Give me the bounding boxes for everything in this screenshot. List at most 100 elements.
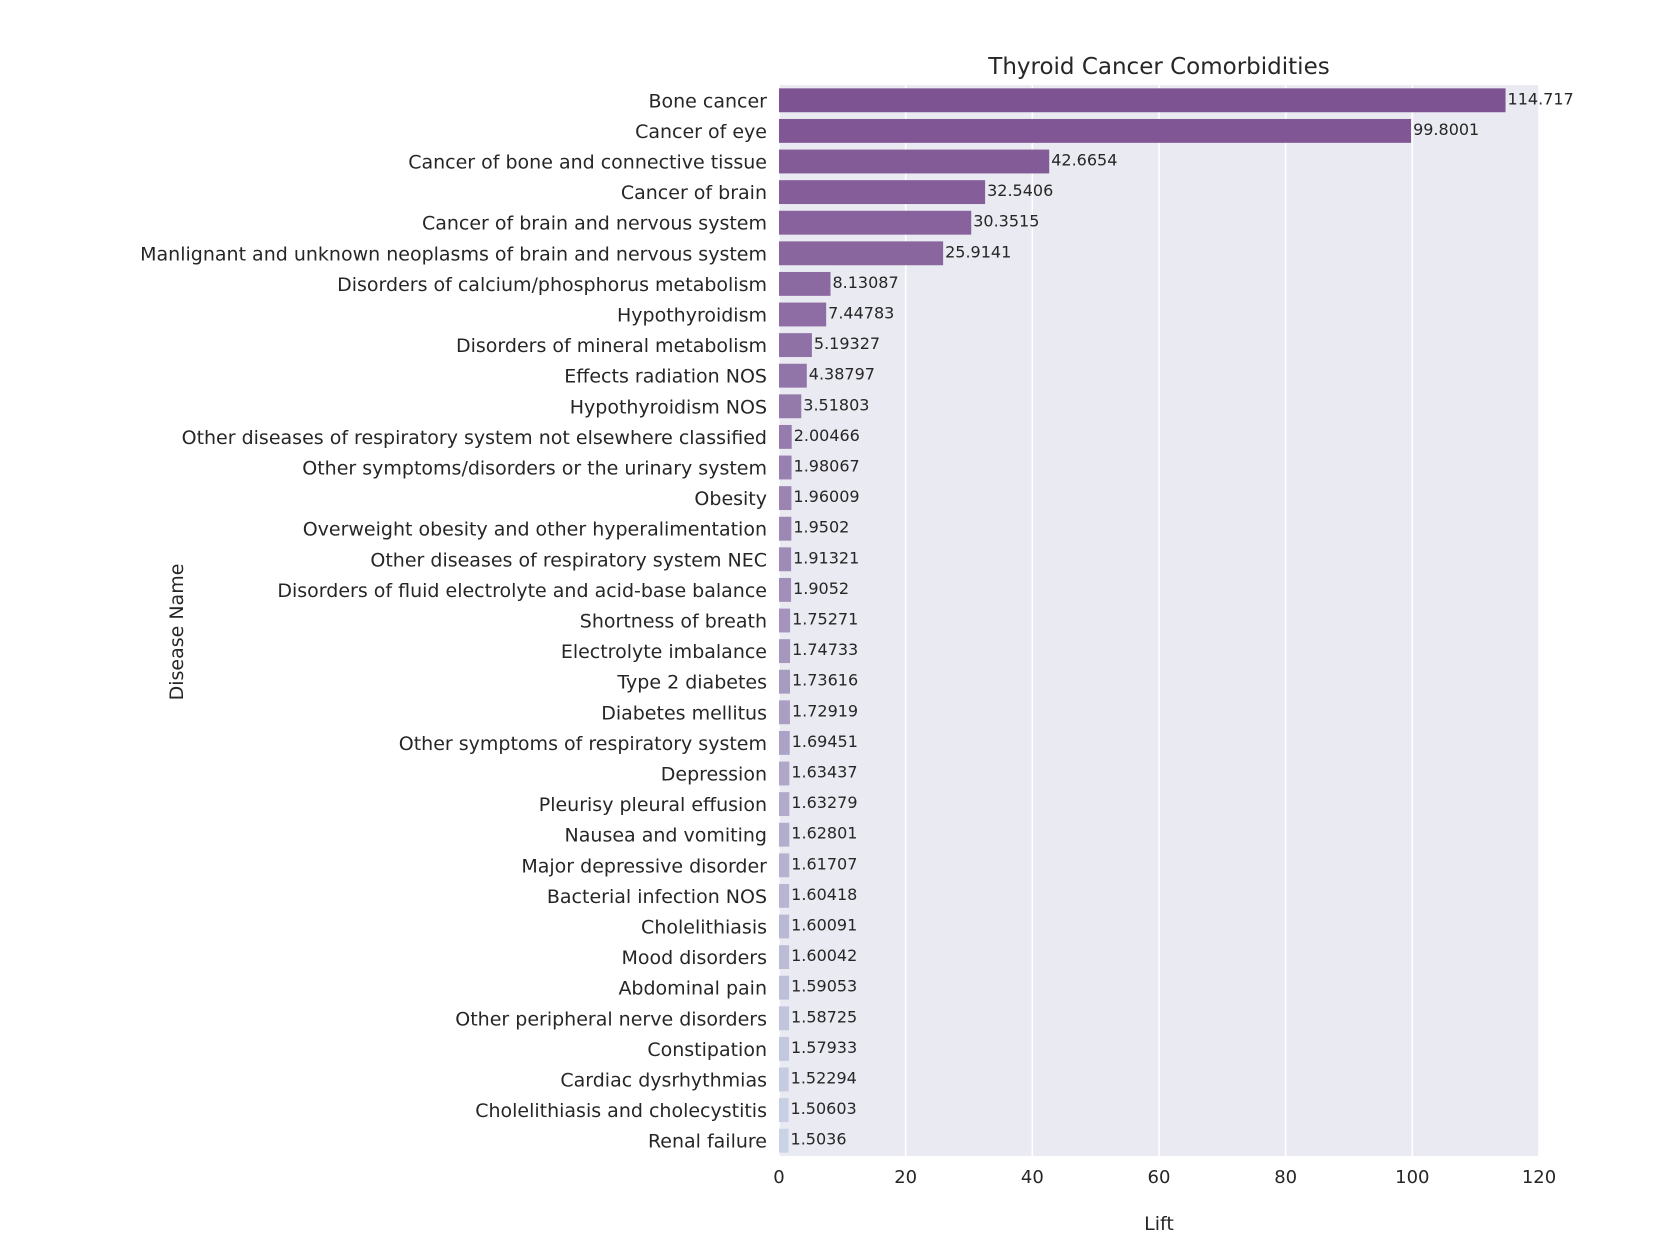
x-tick-label: 60 xyxy=(1148,1167,1171,1188)
category-label: Shortness of breath xyxy=(580,611,767,633)
category-label: Other diseases of respiratory system NEC xyxy=(370,549,767,571)
y-axis-title: Disease Name xyxy=(166,564,188,701)
bar xyxy=(779,577,792,602)
value-label: 1.62801 xyxy=(791,824,857,843)
bar xyxy=(779,271,831,296)
category-label: Effects radiation NOS xyxy=(564,366,767,388)
category-label: Mood disorders xyxy=(621,947,767,969)
value-label: 25.9141 xyxy=(945,242,1011,261)
value-label: 99.8001 xyxy=(1413,120,1479,139)
category-label: Abdominal pain xyxy=(618,978,767,1000)
bar xyxy=(779,516,792,541)
bar xyxy=(779,118,1412,143)
bars xyxy=(779,88,1506,1153)
category-label: Depression xyxy=(661,764,767,786)
chart-title: Thyroid Cancer Comorbidities xyxy=(987,54,1329,80)
value-label: 1.75271 xyxy=(792,610,858,629)
category-label: Disorders of fluid electrolyte and acid-… xyxy=(277,580,767,602)
category-label: Hypothyroidism xyxy=(617,305,767,327)
value-label: 1.60418 xyxy=(791,885,857,904)
bar xyxy=(779,180,986,205)
bar xyxy=(779,241,944,266)
bar xyxy=(779,210,972,235)
category-label: Hypothyroidism NOS xyxy=(570,396,767,418)
bar xyxy=(779,1128,789,1153)
x-tick-label: 0 xyxy=(773,1167,784,1188)
value-label: 1.50603 xyxy=(791,1099,857,1118)
bar xyxy=(779,853,790,878)
category-label: Obesity xyxy=(694,488,767,510)
bar xyxy=(779,363,807,388)
bar xyxy=(779,333,812,358)
value-label: 4.38797 xyxy=(809,365,875,384)
category-label: Diabetes mellitus xyxy=(601,702,767,724)
category-label: Cancer of eye xyxy=(635,121,767,143)
value-label: 1.57933 xyxy=(791,1038,857,1057)
x-tick-label: 100 xyxy=(1395,1167,1429,1188)
value-label: 1.60042 xyxy=(791,946,857,965)
bar xyxy=(779,975,790,1000)
bar xyxy=(779,486,792,511)
value-label: 1.58725 xyxy=(791,1007,857,1026)
value-label: 8.13087 xyxy=(832,273,898,292)
value-label: 1.91321 xyxy=(793,548,859,567)
value-label: 1.69451 xyxy=(792,732,858,751)
category-labels: Bone cancer Cancer of eye Cancer of bone a… xyxy=(140,90,767,1152)
value-label: 1.59053 xyxy=(791,977,857,996)
bar xyxy=(779,883,790,908)
category-label: Other symptoms/disorders or the urinary … xyxy=(302,458,767,480)
bar xyxy=(779,149,1050,174)
value-label: 1.63437 xyxy=(791,763,857,782)
value-label: 1.9052 xyxy=(793,579,849,598)
category-label: Bone cancer xyxy=(648,90,767,112)
value-label: 1.74733 xyxy=(792,640,858,659)
value-label: 7.44783 xyxy=(828,304,894,323)
bar xyxy=(779,700,790,725)
value-label: 1.60091 xyxy=(791,916,857,935)
bar xyxy=(779,302,827,327)
value-label: 1.9502 xyxy=(793,518,849,537)
category-label: Constipation xyxy=(647,1039,767,1061)
category-label: Overweight obesity and other hyperalimen… xyxy=(303,519,767,541)
value-label: 1.96009 xyxy=(793,487,859,506)
value-label: 1.52294 xyxy=(791,1069,857,1088)
category-label: Other diseases of respiratory system not… xyxy=(182,427,767,449)
value-label: 1.63279 xyxy=(791,793,857,812)
bar xyxy=(779,639,791,664)
bar xyxy=(779,669,790,694)
value-label: 1.73616 xyxy=(792,671,858,690)
category-label: Cholelithiasis xyxy=(641,917,767,939)
x-tick-label: 20 xyxy=(894,1167,917,1188)
bar xyxy=(779,761,790,786)
x-tick-label: 80 xyxy=(1274,1167,1297,1188)
category-label: Cholelithiasis and cholecystitis xyxy=(475,1100,767,1122)
bar xyxy=(779,608,791,633)
value-label: 32.5406 xyxy=(987,181,1053,200)
bar xyxy=(779,1036,790,1061)
category-label: Nausea and vomiting xyxy=(565,825,767,847)
category-label: Pleurisy pleural effusion xyxy=(539,794,767,816)
bar xyxy=(779,394,802,419)
x-axis-title: Lift xyxy=(1144,1213,1174,1235)
value-label: 3.51803 xyxy=(803,395,869,414)
value-label: 5.19327 xyxy=(814,334,880,353)
category-label: Manlignant and unknown neoplasms of brai… xyxy=(140,243,767,265)
bar xyxy=(779,1067,789,1092)
bar xyxy=(779,914,790,939)
category-label: Cancer of brain and nervous system xyxy=(422,213,767,235)
bar xyxy=(779,88,1506,113)
bar xyxy=(779,945,790,970)
category-label: Cancer of brain xyxy=(621,182,767,204)
category-label: Electrolyte imbalance xyxy=(561,641,767,663)
x-tick-label: 40 xyxy=(1021,1167,1044,1188)
bar xyxy=(779,455,792,480)
category-label: Type 2 diabetes xyxy=(616,672,767,694)
value-label: 1.98067 xyxy=(794,457,860,476)
value-label: 2.00466 xyxy=(794,426,860,445)
value-label: 114.717 xyxy=(1508,89,1574,108)
bar xyxy=(779,730,790,755)
bar xyxy=(779,822,790,847)
value-labels: 114.717 99.8001 42.6654 32.5406 30.3515 25.91… xyxy=(791,89,1574,1148)
x-tick-labels: 0 20 40 60 80 100 120 xyxy=(773,1167,1556,1188)
